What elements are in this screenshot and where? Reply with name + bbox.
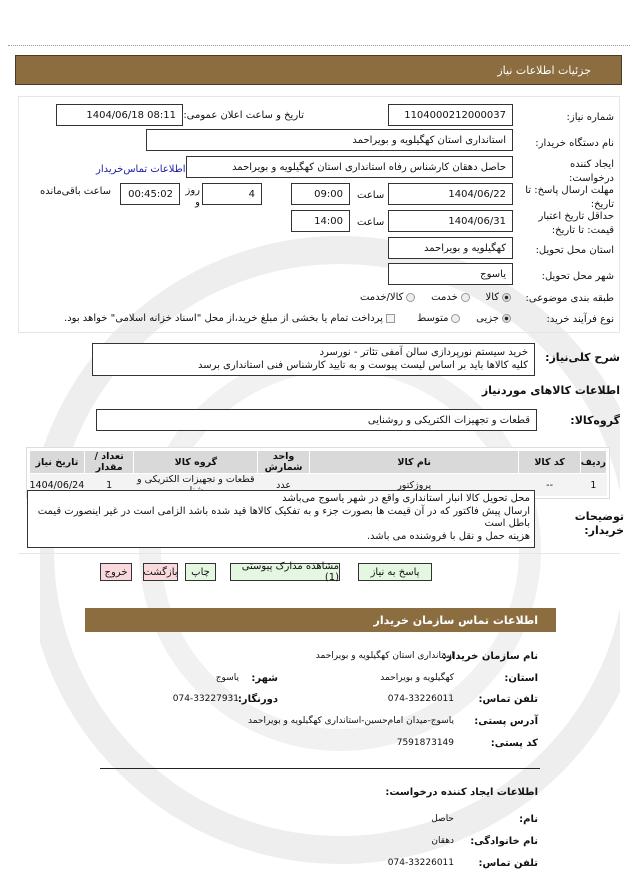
contact-title: اطلاعات تماس سازمان خریدار: [373, 613, 538, 627]
deadline-date-field: 1404/06/22: [388, 183, 513, 205]
creator-name-label: نام:: [519, 814, 538, 825]
goods-title: اطلاعات کالاهای موردنیاز: [481, 384, 620, 397]
buyer-name-label: نام دستگاه خریدار:: [535, 138, 614, 149]
col-code: کد کالا: [518, 450, 581, 474]
treasury-checkbox[interactable]: پرداخت تمام یا بخشی از مبلغ خرید،از محل …: [64, 313, 398, 324]
address-value: یاسوج-میدان امام‌حسین-استانداری کهگیلویه…: [247, 716, 454, 726]
city-value: یاسوج: [215, 673, 239, 683]
form-panel: [18, 96, 620, 333]
category-label: طبقه بندی موضوعی:: [525, 293, 614, 304]
back-button[interactable]: بازگشت: [143, 563, 178, 581]
validity-time-label: ساعت: [357, 217, 385, 228]
days-field: 4: [202, 183, 262, 205]
creator-info-title: اطلاعات ایجاد کننده درخواست:: [385, 787, 538, 798]
remaining-label: ساعت باقی‌مانده: [40, 186, 112, 197]
col-unit: واحد شمارش: [257, 450, 310, 474]
divider: [18, 553, 620, 554]
print-button[interactable]: چاپ: [185, 563, 216, 581]
col-group: گروه کالا: [133, 450, 259, 474]
phone-label: تلفن تماس:: [478, 694, 538, 705]
postal-value: 7591873149: [396, 738, 454, 748]
deadline-time-label: ساعت: [357, 190, 385, 201]
need-number-label: شماره نیاز:: [566, 112, 615, 123]
validity-label: حداقل تاریخ اعتبار قیمت: تا تاریخ:: [538, 211, 614, 236]
city-label: شهر:: [251, 673, 278, 684]
process-radio-group: جزیی متوسط پرداخت تمام یا بخشی از مبلغ خ…: [64, 313, 514, 324]
creator-phone-value: 074-33226011: [387, 858, 454, 868]
description-line: خرید سیستم نورپردازی سالن آمفی تئاتر - ن…: [319, 347, 528, 358]
process-label: نوع فرآیند خرید:: [546, 314, 615, 325]
province-value: کهگیلویه و بویراحمد: [380, 673, 454, 683]
notes-label: توضیحات خریدار:: [574, 510, 624, 537]
cell-row: 1: [580, 473, 607, 496]
province-field: کهگیلویه و بویراحمد: [388, 237, 513, 259]
province-label: استان محل تحویل:: [535, 245, 614, 256]
header-title: جزئیات اطلاعات نیاز: [497, 63, 591, 77]
goods-group-label: گروه‌کالا:: [570, 414, 620, 427]
announce-field: 1404/06/18 08:11: [56, 104, 183, 126]
goods-group-field: قطعات و تجهیزات الکتریکی و روشنایی: [96, 409, 537, 431]
contact-info-link[interactable]: اطلاعات تماس‌خریدار: [96, 164, 186, 175]
divider: [8, 45, 630, 46]
fax-label: دورنگار:: [237, 694, 278, 705]
address-label: آدرس پستی:: [474, 716, 538, 727]
notes-line: هزینه حمل و نقل با فروشنده می باشد.: [366, 530, 530, 542]
attachments-button[interactable]: مشاهده مدارک پیوستی (1): [230, 561, 340, 583]
province-label: استان:: [504, 673, 538, 684]
org-label: نام سازمان خریدار:: [442, 651, 538, 662]
reply-button[interactable]: پاسخ به نیاز: [358, 563, 432, 581]
creator-label: ایجاد کننده درخواست:: [569, 159, 614, 184]
deadline-label: مهلت ارسال پاسخ: تا تاریخ:: [525, 185, 614, 210]
col-name: نام کالا: [308, 450, 520, 474]
description-line: کلیه کالاها باید بر اساس لیست پیوست و به…: [197, 360, 528, 371]
radio-medium[interactable]: متوسط: [417, 313, 463, 324]
radio-goods-service[interactable]: کالا/خدمت: [360, 292, 419, 303]
col-qty: تعداد / مقدار: [83, 450, 135, 474]
org-value: استانداری استان کهگیلویه و بویراحمد: [315, 651, 454, 661]
radio-minor[interactable]: جزیی: [476, 313, 514, 324]
creator-family-value: دهقان: [431, 836, 454, 846]
creator-name-value: حاصل: [431, 814, 454, 824]
page-header: جزئیات اطلاعات نیاز: [15, 55, 622, 85]
description-box: خرید سیستم نورپردازی سالن آمفی تئاتر - ن…: [92, 343, 535, 376]
days-label: روز و: [185, 185, 201, 208]
contact-header: اطلاعات تماس سازمان خریدار: [85, 608, 556, 632]
phone-value: 074-33226011: [387, 694, 454, 704]
city-label: شهر محل تحویل:: [541, 271, 614, 282]
fax-value: 074-33227931: [172, 694, 239, 704]
validity-date-field: 1404/06/31: [388, 210, 513, 232]
table-header-row: ردیف کد کالا نام کالا واحد شمارش گروه کا…: [29, 450, 608, 474]
need-number-field: 1104000212000037: [388, 104, 513, 126]
radio-service[interactable]: خدمت: [431, 292, 473, 303]
description-label: شرح کلی‌نیاز:: [545, 351, 620, 364]
creator-field: حاصل دهقان کارشناس رفاه استانداری استان …: [186, 156, 513, 178]
announce-label: تاریخ و ساعت اعلان عمومی:: [183, 110, 304, 121]
notes-line: محل تحویل کالا انبار استانداری واقع در ش…: [282, 493, 530, 504]
city-field: یاسوج: [388, 263, 513, 285]
creator-family-label: نام خانوادگی:: [470, 836, 538, 847]
col-row: ردیف: [579, 450, 608, 474]
notes-box: محل تحویل کالا انبار استانداری واقع در ش…: [27, 490, 535, 548]
divider: [100, 768, 540, 769]
buyer-name-field: استانداری استان کهگیلویه و بویراحمد: [146, 129, 513, 151]
col-date: تاریخ نیاز: [29, 450, 85, 474]
deadline-time-field: 09:00: [291, 183, 350, 205]
notes-line: ارسال پیش فاکتور که در آن قیمت ها بصورت …: [37, 505, 530, 530]
postal-label: کد پستی:: [490, 738, 538, 749]
exit-button[interactable]: خروج: [100, 563, 132, 581]
category-radio-group: کالا خدمت کالا/خدمت: [360, 292, 514, 303]
remaining-field: 00:45:02: [120, 183, 180, 205]
validity-time-field: 14:00: [291, 210, 350, 232]
creator-phone-label: تلفن تماس:: [478, 858, 538, 869]
radio-goods[interactable]: کالا: [485, 292, 514, 303]
